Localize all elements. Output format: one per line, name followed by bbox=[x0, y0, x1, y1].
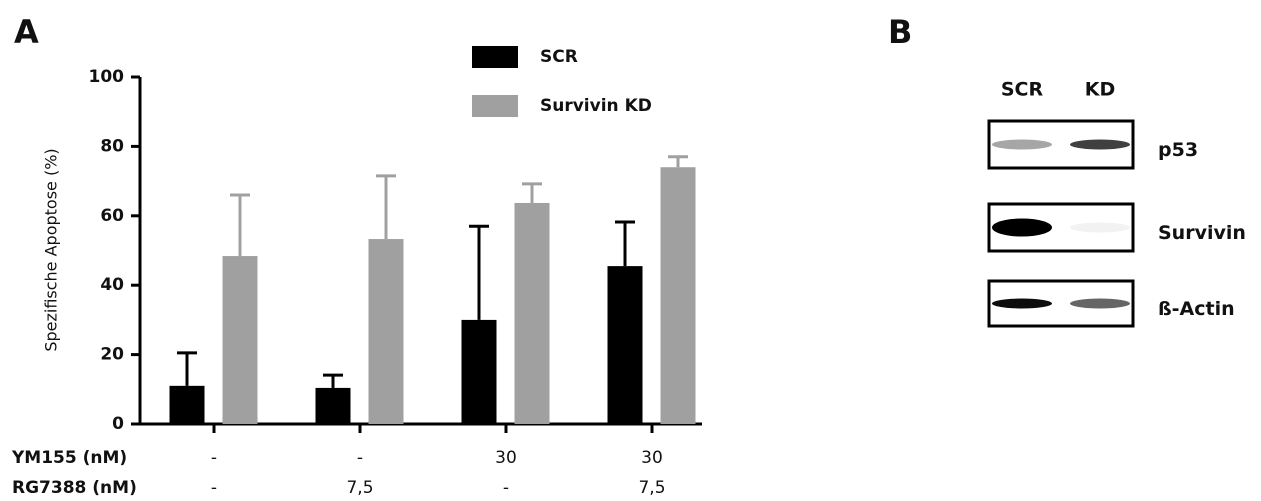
bar bbox=[223, 256, 258, 424]
y-tick-label: 20 bbox=[100, 345, 124, 365]
legend-swatch bbox=[472, 95, 518, 117]
blot-band bbox=[1070, 140, 1130, 150]
figure: A B Spezifische Apoptose (%) 0 20 40 60 80 10… bbox=[0, 0, 1261, 501]
panel-label: B bbox=[888, 13, 912, 51]
blot-column: KD bbox=[1085, 79, 1116, 101]
bar bbox=[462, 320, 497, 424]
condition-label: 30 bbox=[641, 448, 663, 468]
error-bar bbox=[668, 157, 688, 167]
error-bar bbox=[522, 184, 542, 203]
blot-band bbox=[992, 299, 1052, 309]
error-bar bbox=[376, 176, 396, 239]
legend-label: SCR bbox=[540, 47, 578, 67]
y-tick-label: 60 bbox=[100, 206, 124, 226]
bar bbox=[369, 239, 404, 424]
blot-band bbox=[992, 140, 1052, 150]
y-tick-label: 80 bbox=[100, 136, 124, 156]
condition-name: RG7388 (nM) bbox=[12, 478, 137, 498]
y-tick-label: 40 bbox=[100, 275, 124, 295]
condition-label: 7,5 bbox=[346, 478, 373, 498]
condition-label: - bbox=[357, 448, 363, 468]
blot-row: Survivin bbox=[1158, 222, 1246, 244]
blot-band bbox=[992, 219, 1052, 237]
error-bar bbox=[177, 353, 197, 386]
condition-label: 7,5 bbox=[638, 478, 665, 498]
bar bbox=[608, 266, 643, 424]
bar bbox=[170, 386, 205, 424]
error-bar bbox=[230, 195, 250, 256]
condition-label: - bbox=[211, 478, 217, 498]
condition-name: YM155 (nM) bbox=[11, 448, 127, 468]
bar bbox=[316, 388, 351, 424]
error-bar bbox=[323, 375, 343, 388]
error-bar bbox=[615, 222, 635, 266]
blot-band bbox=[1070, 299, 1130, 309]
blot-band bbox=[1070, 223, 1130, 233]
legend-label: Survivin KD bbox=[540, 96, 652, 116]
error-bar bbox=[469, 226, 489, 320]
blot-column: SCR bbox=[1001, 79, 1044, 101]
blot-row: ß-Actin bbox=[1158, 298, 1235, 320]
bar bbox=[661, 167, 696, 424]
y-tick-label: 100 bbox=[89, 67, 125, 87]
y-axis-label: Spezifische Apoptose (%) bbox=[42, 148, 61, 351]
bar bbox=[515, 203, 550, 424]
condition-label: - bbox=[211, 448, 217, 468]
condition-label: 30 bbox=[495, 448, 517, 468]
legend-swatch bbox=[472, 46, 518, 68]
blot-row: p53 bbox=[1158, 139, 1198, 161]
panel-label: A bbox=[14, 13, 39, 51]
y-tick-label: 0 bbox=[112, 414, 124, 434]
condition-label: - bbox=[503, 478, 509, 498]
